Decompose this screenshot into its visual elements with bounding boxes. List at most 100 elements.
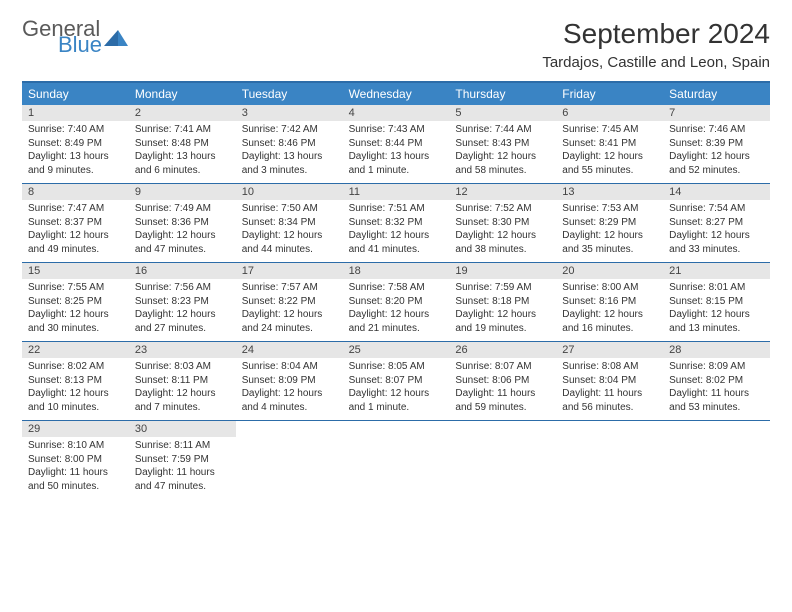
day-content: Sunrise: 7:40 AMSunset: 8:49 PMDaylight:… [22,121,129,181]
day-cell [343,421,450,499]
day-content: Sunrise: 8:02 AMSunset: 8:13 PMDaylight:… [22,358,129,418]
day-cell: 30Sunrise: 8:11 AMSunset: 7:59 PMDayligh… [129,421,236,499]
day-content: Sunrise: 7:47 AMSunset: 8:37 PMDaylight:… [22,200,129,260]
day-content: Sunrise: 7:54 AMSunset: 8:27 PMDaylight:… [663,200,770,260]
day-content: Sunrise: 7:57 AMSunset: 8:22 PMDaylight:… [236,279,343,339]
day-number: 23 [129,342,236,358]
day-number: 26 [449,342,556,358]
day-cell: 27Sunrise: 8:08 AMSunset: 8:04 PMDayligh… [556,342,663,420]
day-number: 2 [129,105,236,121]
day-cell: 10Sunrise: 7:50 AMSunset: 8:34 PMDayligh… [236,184,343,262]
day-content: Sunrise: 7:59 AMSunset: 8:18 PMDaylight:… [449,279,556,339]
day-number: 9 [129,184,236,200]
weekday-thursday: Thursday [449,83,556,105]
day-number: 30 [129,421,236,437]
week-row: 15Sunrise: 7:55 AMSunset: 8:25 PMDayligh… [22,263,770,342]
weekday-sunday: Sunday [22,83,129,105]
day-cell: 21Sunrise: 8:01 AMSunset: 8:15 PMDayligh… [663,263,770,341]
day-cell: 24Sunrise: 8:04 AMSunset: 8:09 PMDayligh… [236,342,343,420]
day-content: Sunrise: 7:43 AMSunset: 8:44 PMDaylight:… [343,121,450,181]
day-number: 29 [22,421,129,437]
day-content: Sunrise: 8:10 AMSunset: 8:00 PMDaylight:… [22,437,129,497]
month-title: September 2024 [542,18,770,50]
day-number: 16 [129,263,236,279]
day-cell: 20Sunrise: 8:00 AMSunset: 8:16 PMDayligh… [556,263,663,341]
day-content: Sunrise: 8:08 AMSunset: 8:04 PMDaylight:… [556,358,663,418]
day-number: 17 [236,263,343,279]
day-content: Sunrise: 8:04 AMSunset: 8:09 PMDaylight:… [236,358,343,418]
day-number: 3 [236,105,343,121]
day-cell [663,421,770,499]
day-cell [236,421,343,499]
day-content: Sunrise: 8:07 AMSunset: 8:06 PMDaylight:… [449,358,556,418]
weekday-friday: Friday [556,83,663,105]
day-cell: 19Sunrise: 7:59 AMSunset: 8:18 PMDayligh… [449,263,556,341]
week-row: 1Sunrise: 7:40 AMSunset: 8:49 PMDaylight… [22,105,770,184]
day-cell: 29Sunrise: 8:10 AMSunset: 8:00 PMDayligh… [22,421,129,499]
day-cell: 5Sunrise: 7:44 AMSunset: 8:43 PMDaylight… [449,105,556,183]
day-number: 14 [663,184,770,200]
logo-triangle-icon [104,28,128,46]
logo-blue: Blue [58,34,102,56]
day-content: Sunrise: 7:58 AMSunset: 8:20 PMDaylight:… [343,279,450,339]
logo: General Blue [22,18,128,56]
day-content: Sunrise: 7:46 AMSunset: 8:39 PMDaylight:… [663,121,770,181]
day-cell [556,421,663,499]
day-cell: 18Sunrise: 7:58 AMSunset: 8:20 PMDayligh… [343,263,450,341]
day-cell: 28Sunrise: 8:09 AMSunset: 8:02 PMDayligh… [663,342,770,420]
day-cell: 7Sunrise: 7:46 AMSunset: 8:39 PMDaylight… [663,105,770,183]
day-cell: 11Sunrise: 7:51 AMSunset: 8:32 PMDayligh… [343,184,450,262]
day-number: 28 [663,342,770,358]
day-cell: 12Sunrise: 7:52 AMSunset: 8:30 PMDayligh… [449,184,556,262]
weeks-container: 1Sunrise: 7:40 AMSunset: 8:49 PMDaylight… [22,105,770,499]
day-number: 7 [663,105,770,121]
day-content: Sunrise: 7:52 AMSunset: 8:30 PMDaylight:… [449,200,556,260]
day-cell: 25Sunrise: 8:05 AMSunset: 8:07 PMDayligh… [343,342,450,420]
location: Tardajos, Castille and Leon, Spain [542,54,770,71]
day-content: Sunrise: 7:55 AMSunset: 8:25 PMDaylight:… [22,279,129,339]
day-number: 15 [22,263,129,279]
day-cell: 14Sunrise: 7:54 AMSunset: 8:27 PMDayligh… [663,184,770,262]
day-number: 4 [343,105,450,121]
week-row: 22Sunrise: 8:02 AMSunset: 8:13 PMDayligh… [22,342,770,421]
week-row: 29Sunrise: 8:10 AMSunset: 8:00 PMDayligh… [22,421,770,499]
day-content: Sunrise: 7:44 AMSunset: 8:43 PMDaylight:… [449,121,556,181]
week-row: 8Sunrise: 7:47 AMSunset: 8:37 PMDaylight… [22,184,770,263]
day-content: Sunrise: 7:50 AMSunset: 8:34 PMDaylight:… [236,200,343,260]
day-content: Sunrise: 7:56 AMSunset: 8:23 PMDaylight:… [129,279,236,339]
day-number: 1 [22,105,129,121]
weekday-saturday: Saturday [663,83,770,105]
day-number: 12 [449,184,556,200]
day-number: 11 [343,184,450,200]
day-number: 25 [343,342,450,358]
day-cell: 2Sunrise: 7:41 AMSunset: 8:48 PMDaylight… [129,105,236,183]
day-content: Sunrise: 7:42 AMSunset: 8:46 PMDaylight:… [236,121,343,181]
day-content: Sunrise: 7:53 AMSunset: 8:29 PMDaylight:… [556,200,663,260]
weekday-wednesday: Wednesday [343,83,450,105]
day-number: 19 [449,263,556,279]
day-number: 24 [236,342,343,358]
logo-text: General Blue [22,18,102,56]
day-cell [449,421,556,499]
calendar: SundayMondayTuesdayWednesdayThursdayFrid… [22,81,770,499]
weekday-tuesday: Tuesday [236,83,343,105]
day-content: Sunrise: 7:45 AMSunset: 8:41 PMDaylight:… [556,121,663,181]
day-content: Sunrise: 8:09 AMSunset: 8:02 PMDaylight:… [663,358,770,418]
day-cell: 8Sunrise: 7:47 AMSunset: 8:37 PMDaylight… [22,184,129,262]
day-number: 20 [556,263,663,279]
day-cell: 9Sunrise: 7:49 AMSunset: 8:36 PMDaylight… [129,184,236,262]
title-block: September 2024 Tardajos, Castille and Le… [542,18,770,71]
day-content: Sunrise: 8:01 AMSunset: 8:15 PMDaylight:… [663,279,770,339]
weekday-row: SundayMondayTuesdayWednesdayThursdayFrid… [22,83,770,105]
day-cell: 6Sunrise: 7:45 AMSunset: 8:41 PMDaylight… [556,105,663,183]
day-content: Sunrise: 8:11 AMSunset: 7:59 PMDaylight:… [129,437,236,497]
day-number: 13 [556,184,663,200]
day-number: 6 [556,105,663,121]
header: General Blue September 2024 Tardajos, Ca… [22,18,770,71]
day-content: Sunrise: 7:41 AMSunset: 8:48 PMDaylight:… [129,121,236,181]
day-number: 22 [22,342,129,358]
day-number: 10 [236,184,343,200]
day-number: 21 [663,263,770,279]
day-content: Sunrise: 7:51 AMSunset: 8:32 PMDaylight:… [343,200,450,260]
day-content: Sunrise: 8:05 AMSunset: 8:07 PMDaylight:… [343,358,450,418]
